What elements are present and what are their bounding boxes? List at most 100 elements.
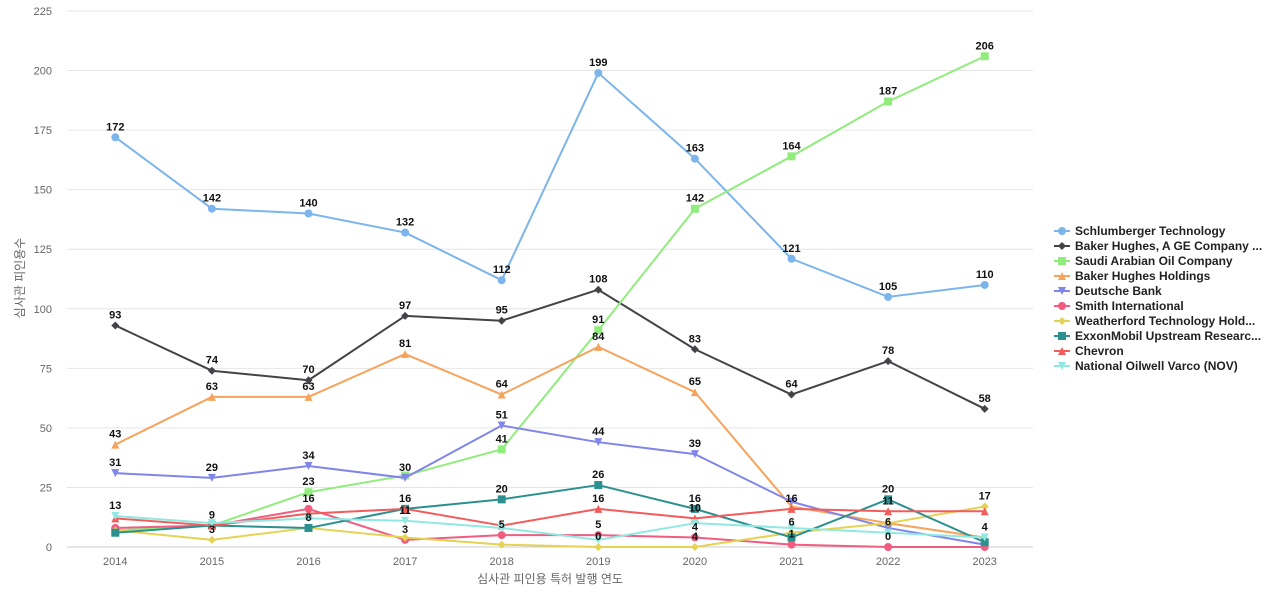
- x-tick-label: 2019: [586, 556, 610, 568]
- data-label: 108: [589, 274, 607, 286]
- data-point: [304, 209, 313, 218]
- data-point: [980, 533, 989, 542]
- data-point: [884, 97, 893, 106]
- data-point: [690, 154, 699, 163]
- data-label: 51: [496, 410, 508, 422]
- data-label: 16: [785, 493, 797, 505]
- legend-item: National Oilwell Varco (NOV): [1054, 359, 1238, 373]
- data-label: 16: [592, 493, 604, 505]
- series-4: [111, 421, 989, 549]
- data-point: [497, 540, 506, 549]
- series-line: [115, 55, 986, 532]
- data-label: 20: [882, 483, 894, 495]
- x-tick-label: 2020: [683, 556, 707, 568]
- grid-lines: [67, 10, 1033, 548]
- data-label: 39: [689, 438, 701, 450]
- data-point: [401, 311, 410, 320]
- data-label: 142: [686, 193, 704, 205]
- data-label: 132: [396, 217, 414, 229]
- data-label: 11: [882, 495, 894, 507]
- legend-marker: [1058, 317, 1066, 325]
- data-point: [111, 321, 120, 330]
- data-point: [884, 519, 893, 528]
- data-point: [304, 523, 313, 532]
- data-point: [884, 495, 893, 504]
- data-point: [594, 285, 603, 294]
- legend-label: National Oilwell Varco (NOV): [1075, 359, 1238, 373]
- data-label: 91: [592, 314, 604, 326]
- data-point: [980, 507, 989, 516]
- data-point: [690, 204, 699, 213]
- data-point: [787, 504, 796, 513]
- data-point: [980, 280, 989, 289]
- data-label: 142: [203, 193, 221, 205]
- data-label: 31: [109, 457, 121, 469]
- data-point: [594, 68, 603, 77]
- data-label: 17: [979, 491, 991, 503]
- y-tick-label: 75: [40, 363, 52, 375]
- legend-item: Schlumberger Technology: [1054, 224, 1226, 238]
- data-point: [980, 538, 989, 547]
- data-point: [690, 345, 699, 354]
- legend-label: Weatherford Technology Hold...: [1075, 314, 1255, 328]
- legend-item: Baker Hughes, A GE Company ...: [1054, 239, 1262, 253]
- data-label: 43: [109, 429, 121, 441]
- data-point: [497, 316, 506, 325]
- x-tick-label: 2017: [393, 556, 417, 568]
- data-label: 206: [976, 40, 994, 52]
- series-line: [114, 288, 986, 410]
- y-tick-label: 225: [34, 6, 52, 18]
- x-tick-label: 2018: [489, 556, 513, 568]
- series-line: [114, 71, 985, 298]
- legend-label: Chevron: [1075, 344, 1124, 358]
- data-point: [207, 204, 216, 213]
- data-point: [787, 540, 796, 549]
- data-point: [884, 543, 893, 551]
- data-point: [207, 366, 216, 375]
- legend-label: Saudi Arabian Oil Company: [1075, 254, 1233, 268]
- data-point: [980, 404, 989, 413]
- series-line: [115, 424, 985, 546]
- data-label: 0: [595, 531, 601, 543]
- data-label: 163: [686, 143, 704, 155]
- data-point: [594, 342, 603, 351]
- data-point: [207, 473, 216, 482]
- legend-marker: [1058, 287, 1066, 295]
- data-label: 112: [493, 264, 511, 276]
- legend-item: Chevron: [1054, 344, 1124, 358]
- legend-item: Weatherford Technology Hold...: [1054, 314, 1255, 328]
- y-tick-label: 25: [40, 482, 52, 494]
- legend-item: Baker Hughes Holdings: [1054, 269, 1211, 283]
- data-point: [980, 52, 989, 61]
- data-label: 4: [692, 521, 699, 533]
- data-point: [497, 421, 506, 430]
- data-point: [884, 507, 893, 516]
- data-label: 70: [302, 364, 314, 376]
- data-label: 64: [785, 379, 798, 391]
- data-label: 44: [592, 426, 605, 438]
- data-point: [207, 535, 216, 544]
- data-label: 58: [979, 393, 991, 405]
- x-tick-label: 2015: [200, 556, 224, 568]
- data-label: 16: [302, 493, 314, 505]
- data-label: 78: [882, 345, 894, 357]
- data-point: [884, 292, 893, 301]
- data-point: [690, 450, 699, 459]
- legend-marker: [1058, 347, 1066, 355]
- legend-label: Smith International: [1075, 299, 1184, 313]
- data-label: 4: [692, 531, 699, 543]
- data-label: 4: [982, 521, 989, 533]
- legend-marker: [1058, 302, 1066, 310]
- data-point: [787, 523, 796, 532]
- data-point: [401, 516, 410, 525]
- series-lines: [111, 52, 989, 551]
- series-2: [111, 52, 989, 535]
- data-point: [787, 254, 796, 263]
- data-label: 11: [399, 505, 411, 517]
- y-tick-label: 200: [34, 66, 52, 78]
- data-point: [787, 152, 796, 161]
- data-point: [304, 376, 313, 385]
- data-label: 16: [689, 493, 701, 505]
- data-point: [690, 388, 699, 397]
